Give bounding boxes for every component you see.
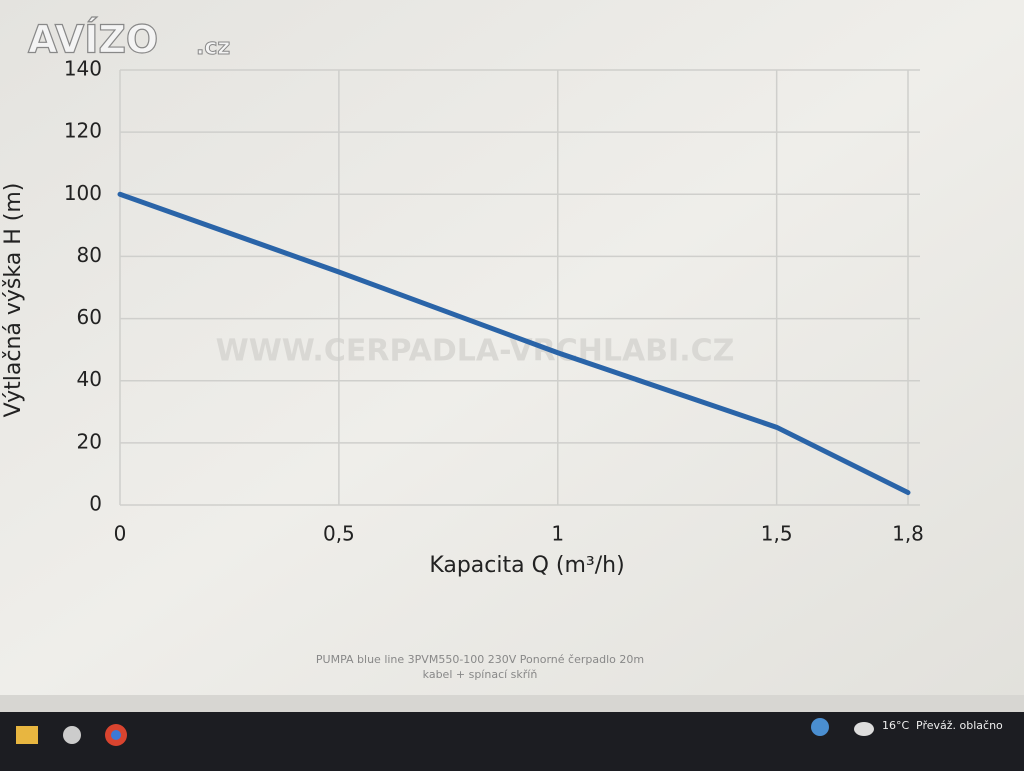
logo-brand: AVÍZO [28, 18, 158, 62]
y-tick-label: 20 [77, 429, 102, 453]
status-strip [0, 695, 1024, 715]
chrome-icon-center [111, 730, 121, 740]
y-tick-label: 120 [64, 119, 102, 143]
y-tick-label: 140 [64, 57, 102, 81]
y-axis-label: Výtlačná výška H (m) [1, 183, 26, 418]
weather-icon[interactable] [854, 722, 874, 736]
tray-icon[interactable] [811, 718, 829, 736]
y-tick-label: 100 [64, 181, 102, 205]
x-tick-label: 1 [551, 522, 564, 546]
explorer-icon[interactable] [16, 726, 38, 744]
watermark: WWW.CERPADLA-VRCHLABI.CZ [216, 334, 735, 369]
x-tick-label: 1,8 [892, 522, 924, 546]
x-tick-label: 0,5 [323, 522, 355, 546]
x-axis-label: Kapacita Q (m³/h) [429, 553, 624, 578]
y-tick-label: 60 [77, 305, 102, 329]
y-tick-label: 80 [77, 243, 102, 267]
background [0, 0, 1024, 695]
y-tick-label: 0 [89, 492, 102, 516]
y-tick-label: 40 [77, 367, 102, 391]
taskbar [0, 712, 1024, 771]
weather-text[interactable]: Převáž. oblačno [916, 719, 1003, 732]
temperature[interactable]: 16°C [882, 719, 909, 732]
app-icon[interactable] [63, 726, 81, 744]
data-line [117, 191, 911, 496]
caption: PUMPA blue line 3PVM550-100 230V Ponorné… [316, 653, 644, 666]
caption: kabel + spínací skříň [423, 668, 538, 681]
x-tick-label: 1,5 [761, 522, 793, 546]
x-tick-label: 0 [114, 522, 127, 546]
logo-suffix: .cz [196, 35, 230, 60]
